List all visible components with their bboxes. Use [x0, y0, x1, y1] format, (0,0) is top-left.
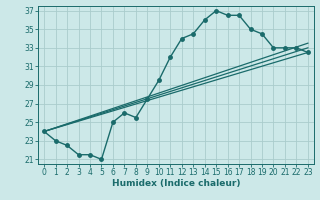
X-axis label: Humidex (Indice chaleur): Humidex (Indice chaleur): [112, 179, 240, 188]
